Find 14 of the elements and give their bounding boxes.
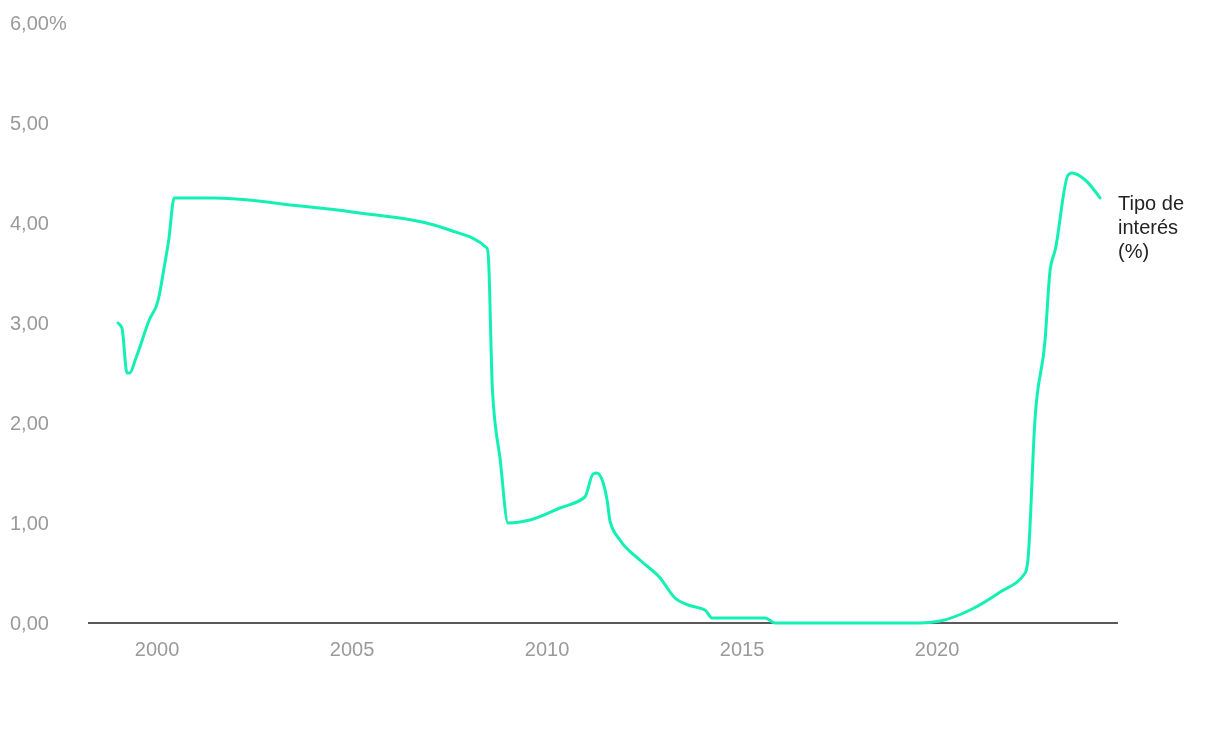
- y-tick-label: 3,00: [10, 312, 49, 334]
- y-tick-label: 1,00: [10, 512, 49, 534]
- x-tick-label: 2000: [134, 638, 180, 660]
- y-tick-label: 2,00: [10, 412, 49, 434]
- y-tick-label: 5,00: [10, 112, 49, 134]
- y-tick-label: 0,00: [10, 612, 49, 634]
- x-tick-label: 2020: [914, 638, 960, 660]
- x-tick-label: 2010: [524, 638, 570, 660]
- y-tick-label: 6,00%: [10, 12, 67, 34]
- x-tick-label: 2005: [329, 638, 375, 660]
- y-tick-label: 4,00: [10, 212, 49, 234]
- x-tick-label: 2015: [719, 638, 765, 660]
- line-series: [116, 171, 1102, 625]
- series-label: Tipo de interés (%): [1118, 192, 1185, 262]
